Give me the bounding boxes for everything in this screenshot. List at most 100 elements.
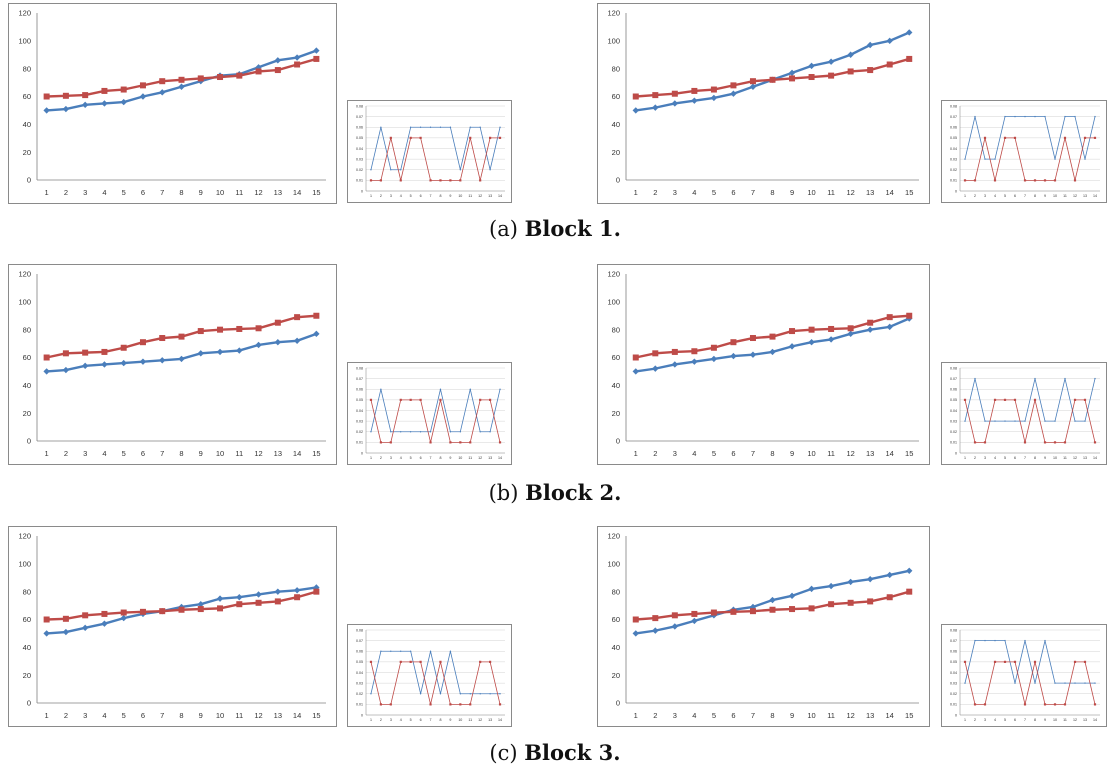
- data-point: [652, 350, 659, 357]
- y-tick-label: 60: [23, 615, 31, 624]
- x-tick-label: 11: [1063, 718, 1067, 722]
- y-tick-label: 0: [27, 699, 31, 708]
- data-point: [1003, 660, 1007, 663]
- data-point: [769, 596, 776, 604]
- data-point: [984, 639, 986, 642]
- data-point: [710, 355, 718, 363]
- data-point: [429, 703, 432, 706]
- y-tick-label: 80: [612, 64, 620, 73]
- data-point: [1023, 179, 1027, 182]
- data-point: [828, 325, 835, 332]
- x-tick-label: 5: [712, 711, 716, 720]
- y-tick-label: 120: [607, 532, 620, 541]
- data-point: [369, 660, 373, 663]
- data-point: [749, 608, 756, 615]
- data-point: [652, 92, 659, 99]
- data-point: [178, 83, 185, 90]
- chart-block1-right-small: 0 0.01 0.02 0.03 0.04 0.05 0.06 0.07 0.08 1 2 3 4 5 6 7…: [941, 100, 1107, 203]
- y-tick-label: 40: [23, 381, 31, 390]
- data-point: [1064, 115, 1066, 118]
- data-point: [1004, 115, 1006, 118]
- x-tick-label: 12: [846, 449, 854, 458]
- data-point: [730, 339, 737, 346]
- x-tick-label: 5: [122, 449, 126, 458]
- x-tick-label: 1: [45, 188, 49, 197]
- data-point: [379, 441, 382, 444]
- y-tick-label: 40: [612, 381, 620, 390]
- x-tick-label: 10: [1053, 718, 1057, 722]
- y-tick-label: 0: [616, 699, 620, 708]
- y-tick-label: 0.08: [356, 628, 363, 632]
- y-tick-label: 0.06: [356, 650, 363, 654]
- x-tick-label: 8: [1034, 194, 1036, 198]
- data-point: [379, 703, 382, 706]
- data-point: [1094, 377, 1096, 380]
- data-point: [498, 441, 502, 444]
- x-tick-label: 9: [790, 711, 794, 720]
- x-tick-label: 1: [45, 711, 49, 720]
- data-point: [691, 610, 698, 617]
- y-tick-label: 0.07: [950, 115, 957, 119]
- y-tick-label: 0.04: [356, 409, 363, 413]
- data-point: [1064, 377, 1066, 380]
- data-point: [498, 136, 502, 139]
- x-tick-label: 13: [488, 456, 492, 460]
- data-point: [1014, 682, 1016, 685]
- x-tick-label: 6: [731, 711, 735, 720]
- data-point: [43, 630, 50, 637]
- data-point: [255, 325, 262, 332]
- x-tick-label: 3: [984, 456, 986, 460]
- data-point: [1074, 682, 1076, 685]
- x-tick-label: 1: [370, 194, 372, 198]
- data-point: [429, 650, 432, 653]
- data-point: [691, 348, 698, 355]
- x-tick-label: 14: [886, 711, 894, 720]
- x-tick-label: 8: [770, 449, 774, 458]
- y-tick-label: 100: [18, 559, 31, 568]
- data-point: [159, 357, 166, 364]
- x-tick-label: 13: [274, 449, 282, 458]
- data-point: [1063, 441, 1067, 444]
- data-point: [409, 126, 412, 129]
- data-point: [769, 348, 776, 356]
- data-point: [439, 388, 442, 391]
- caption-prefix: (a): [489, 217, 518, 241]
- caption-label: Block 2.: [525, 480, 622, 505]
- chart-block1-left-small: 0 0.01 0.02 0.03 0.04 0.05 0.06 0.07 0.08 1 2 3 4 5 6 7…: [347, 100, 512, 203]
- data-point: [886, 61, 893, 68]
- data-point: [710, 86, 717, 93]
- data-point: [1073, 179, 1077, 182]
- series-line-2: [964, 399, 1096, 443]
- x-tick-label: 7: [751, 188, 755, 197]
- x-tick-label: 5: [410, 718, 412, 722]
- x-tick-label: 3: [390, 194, 392, 198]
- x-tick-label: 14: [293, 188, 301, 197]
- x-tick-label: 11: [827, 711, 835, 720]
- data-point: [62, 92, 69, 99]
- x-tick-label: 13: [1083, 456, 1087, 460]
- data-point: [409, 660, 412, 663]
- y-tick-label: 20: [612, 148, 620, 157]
- data-point: [43, 93, 50, 100]
- data-point: [120, 98, 127, 106]
- data-point: [479, 660, 482, 663]
- data-point: [236, 72, 243, 79]
- data-point: [632, 368, 639, 375]
- data-point: [62, 105, 70, 113]
- y-tick-label: 60: [612, 92, 620, 101]
- data-point: [1084, 158, 1086, 161]
- x-tick-label: 4: [994, 194, 996, 198]
- data-point: [964, 682, 966, 685]
- data-point: [964, 420, 966, 423]
- data-point: [429, 126, 432, 129]
- x-tick-label: 10: [216, 449, 224, 458]
- x-tick-label: 11: [468, 718, 472, 722]
- x-tick-label: 1: [634, 449, 638, 458]
- data-point: [1064, 682, 1066, 685]
- x-tick-label: 3: [390, 456, 392, 460]
- data-point: [419, 430, 422, 433]
- data-point: [827, 582, 835, 590]
- x-tick-label: 8: [439, 456, 441, 460]
- x-tick-label: 7: [1024, 194, 1026, 198]
